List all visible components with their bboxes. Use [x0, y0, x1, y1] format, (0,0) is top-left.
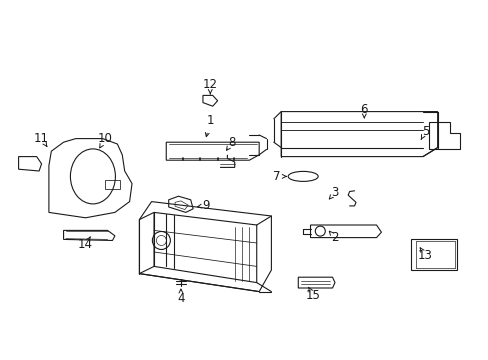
Text: 12: 12: [203, 78, 217, 91]
Text: 2: 2: [330, 231, 338, 244]
Text: 15: 15: [305, 289, 320, 302]
Text: 14: 14: [78, 238, 93, 251]
Text: 11: 11: [34, 132, 49, 145]
Text: 8: 8: [228, 136, 236, 149]
Text: 5: 5: [421, 125, 428, 138]
Text: 13: 13: [417, 249, 432, 262]
Text: 10: 10: [98, 132, 112, 145]
Text: 7: 7: [272, 170, 280, 183]
Text: 4: 4: [177, 292, 184, 305]
Text: 1: 1: [206, 114, 214, 127]
Text: 6: 6: [360, 103, 367, 116]
Text: 9: 9: [202, 199, 210, 212]
Text: 3: 3: [330, 186, 338, 199]
